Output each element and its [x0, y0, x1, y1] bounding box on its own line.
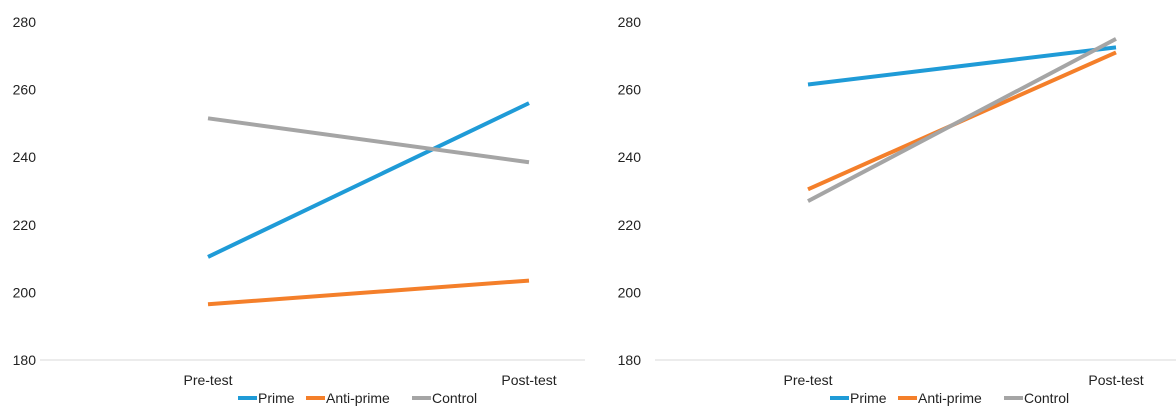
- chart-right: 180 200 220 240 260 280 Pre-test Post-test Prime…: [618, 14, 1176, 406]
- series-line-prime: [807, 45, 1117, 87]
- legend-label-control: Control: [1024, 390, 1069, 406]
- x-category-label: Pre-test: [783, 372, 832, 388]
- legend-label-control: Control: [432, 390, 477, 406]
- y-tick-label: 260: [13, 82, 37, 98]
- series-line-anti-prime: [207, 278, 530, 307]
- y-tick-label: 200: [13, 284, 37, 300]
- legend-label-prime: Prime: [258, 390, 295, 406]
- y-tick-label: 200: [618, 284, 642, 300]
- y-tick-label: 220: [618, 217, 642, 233]
- y-tick-label: 240: [13, 149, 37, 165]
- legend-label-anti-prime: Anti-prime: [326, 390, 390, 406]
- chart-left: 180 200 220 240 260 280 Pre-test Post-test Prime…: [13, 14, 585, 406]
- y-tick-label: 180: [13, 352, 37, 368]
- series-line-control: [207, 116, 530, 165]
- legend-label-anti-prime: Anti-prime: [918, 390, 982, 406]
- y-tick-label: 240: [618, 149, 642, 165]
- y-tick-label: 260: [618, 82, 642, 98]
- legend-label-prime: Prime: [850, 390, 887, 406]
- x-category-label: Post-test: [501, 372, 556, 388]
- series-line-prime: [207, 101, 530, 259]
- series-line-control: [807, 37, 1117, 203]
- x-category-label: Pre-test: [183, 372, 232, 388]
- y-tick-label: 180: [618, 352, 642, 368]
- y-tick-label: 280: [618, 14, 642, 30]
- x-category-label: Post-test: [1088, 372, 1143, 388]
- y-tick-label: 280: [13, 14, 37, 30]
- y-tick-label: 220: [13, 217, 37, 233]
